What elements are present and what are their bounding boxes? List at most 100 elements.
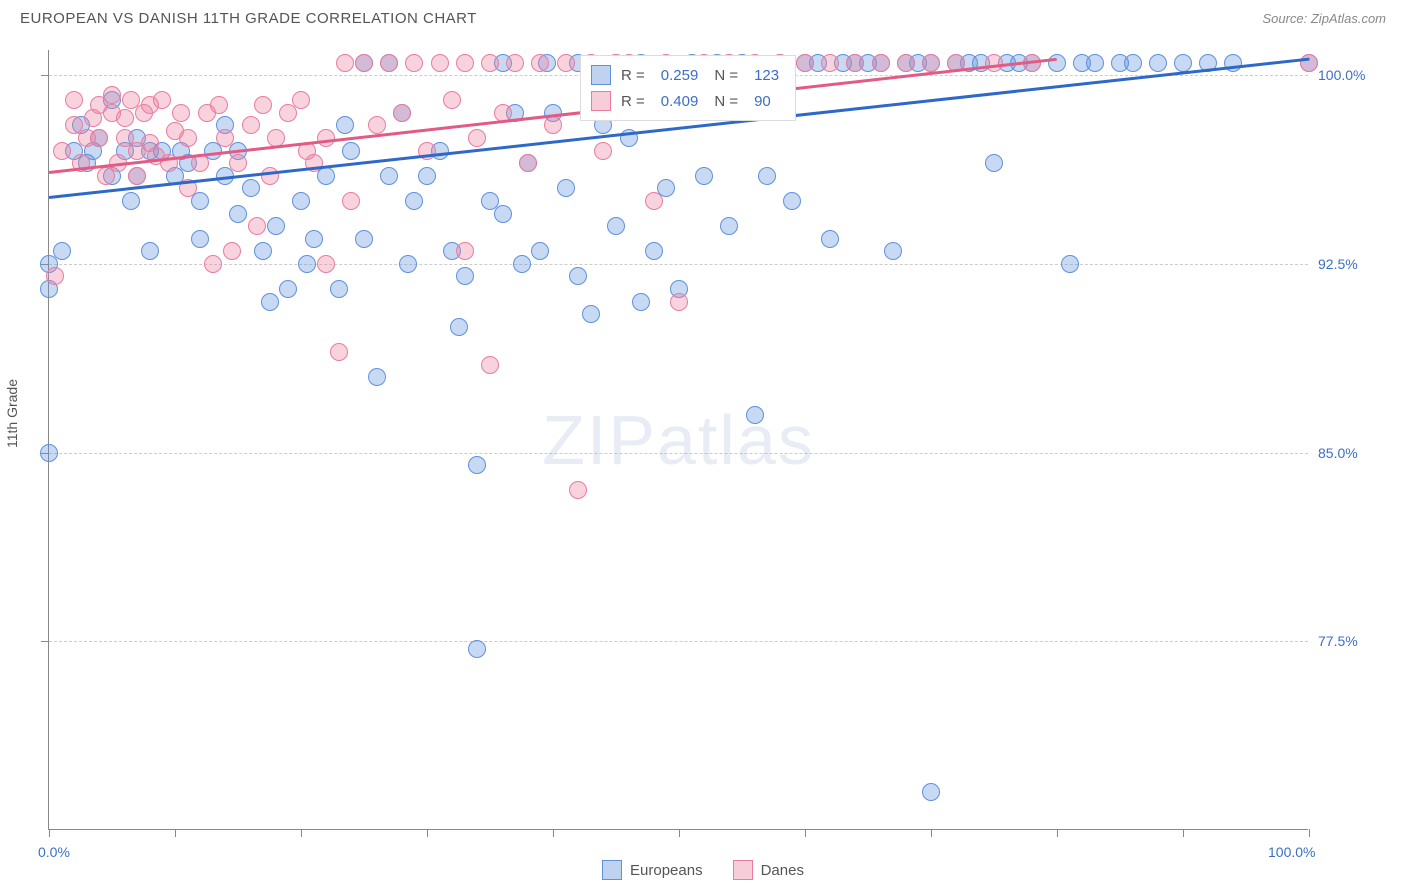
scatter-point [380, 167, 398, 185]
scatter-point [607, 217, 625, 235]
scatter-point [53, 142, 71, 160]
scatter-point [298, 255, 316, 273]
chart-title: EUROPEAN VS DANISH 11TH GRADE CORRELATIO… [20, 10, 477, 27]
legend-swatch [602, 860, 622, 880]
scatter-point [254, 96, 272, 114]
legend-label: Europeans [630, 862, 703, 879]
legend-swatch [591, 65, 611, 85]
scatter-point [645, 192, 663, 210]
scatter-point [40, 444, 58, 462]
scatter-point [443, 91, 461, 109]
x-tick-label: 100.0% [1268, 844, 1315, 860]
stat-n-value: 123 [754, 67, 779, 84]
x-tick [175, 829, 176, 837]
scatter-point [456, 267, 474, 285]
scatter-point [468, 640, 486, 658]
scatter-point [1174, 54, 1192, 72]
chart-source: Source: ZipAtlas.com [1262, 11, 1386, 26]
x-tick [553, 829, 554, 837]
scatter-point [985, 154, 1003, 172]
scatter-point [122, 192, 140, 210]
scatter-point [821, 54, 839, 72]
scatter-point [569, 481, 587, 499]
scatter-point [1048, 54, 1066, 72]
scatter-point [141, 242, 159, 260]
scatter-point [223, 242, 241, 260]
scatter-point [172, 104, 190, 122]
scatter-point [594, 142, 612, 160]
x-tick [679, 829, 680, 837]
stat-r-label: R = [621, 93, 645, 110]
x-tick [49, 829, 50, 837]
scatter-point [405, 192, 423, 210]
scatter-point [355, 230, 373, 248]
scatter-point [872, 54, 890, 72]
scatter-point [65, 91, 83, 109]
scatter-point [261, 167, 279, 185]
bottom-legend: EuropeansDanes [0, 860, 1406, 880]
stat-n-label: N = [714, 67, 738, 84]
scatter-point [336, 54, 354, 72]
scatter-point [393, 104, 411, 122]
scatter-point [531, 242, 549, 260]
scatter-point [846, 54, 864, 72]
scatter-point [305, 230, 323, 248]
y-tick-label: 85.0% [1318, 445, 1358, 461]
scatter-point [229, 205, 247, 223]
stat-n-value: 90 [754, 93, 771, 110]
scatter-point [210, 96, 228, 114]
scatter-point [254, 242, 272, 260]
scatter-point [456, 242, 474, 260]
x-tick [1183, 829, 1184, 837]
scatter-point [632, 293, 650, 311]
scatter-point [519, 154, 537, 172]
scatter-point [317, 255, 335, 273]
scatter-point [582, 305, 600, 323]
scatter-point [330, 280, 348, 298]
scatter-point [279, 280, 297, 298]
stat-r-label: R = [621, 67, 645, 84]
watermark: ZIPatlas [542, 400, 815, 480]
scatter-point [985, 54, 1003, 72]
scatter-point [355, 54, 373, 72]
scatter-point [380, 54, 398, 72]
scatter-point [90, 129, 108, 147]
scatter-point [267, 217, 285, 235]
scatter-point [128, 167, 146, 185]
scatter-point [1124, 54, 1142, 72]
scatter-point [720, 217, 738, 235]
scatter-point [468, 129, 486, 147]
scatter-point [116, 109, 134, 127]
scatter-point [670, 293, 688, 311]
scatter-point [368, 116, 386, 134]
scatter-point [557, 179, 575, 197]
scatter-point [569, 267, 587, 285]
scatter-point [758, 167, 776, 185]
scatter-point [1300, 54, 1318, 72]
scatter-point [450, 318, 468, 336]
y-axis-label: 11th Grade [4, 379, 20, 448]
scatter-point [1149, 54, 1167, 72]
scatter-point [405, 54, 423, 72]
x-tick-label: 0.0% [38, 844, 70, 860]
scatter-point [179, 129, 197, 147]
scatter-point [746, 406, 764, 424]
scatter-point [242, 179, 260, 197]
scatter-point [103, 86, 121, 104]
scatter-point [342, 192, 360, 210]
scatter-point [783, 192, 801, 210]
scatter-point [53, 242, 71, 260]
scatter-point [229, 154, 247, 172]
scatter-point [1086, 54, 1104, 72]
scatter-point [494, 205, 512, 223]
scatter-point [645, 242, 663, 260]
scatter-point [922, 54, 940, 72]
scatter-point [248, 217, 266, 235]
stats-panel: R =0.259N =123R =0.409N =90 [580, 55, 796, 121]
legend-swatch [591, 91, 611, 111]
y-tick-label: 100.0% [1318, 67, 1365, 83]
scatter-point [513, 255, 531, 273]
x-tick [1057, 829, 1058, 837]
chart-plot-area: ZIPatlas [48, 50, 1308, 830]
scatter-point [399, 255, 417, 273]
